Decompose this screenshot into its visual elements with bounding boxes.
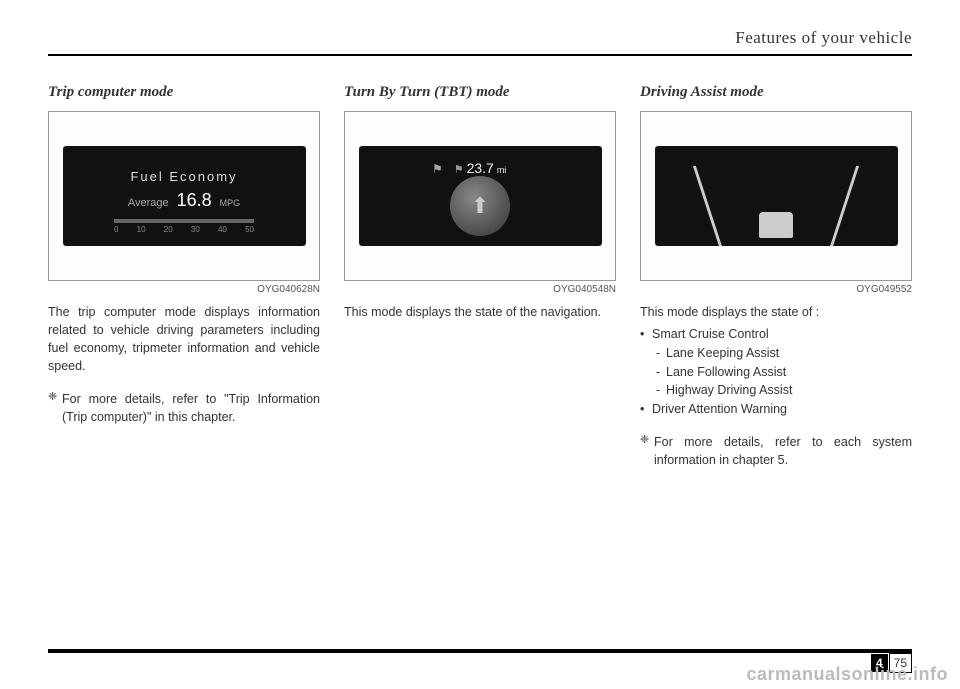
distance-unit: mi	[497, 165, 507, 175]
fuel-average-row: Average 16.8 MPG	[128, 190, 240, 211]
note-text: For more details, refer to "Trip Informa…	[48, 390, 320, 426]
display-screen: ⚑ ⚑ 23.7 mi ⬆	[359, 146, 602, 247]
image-code: OYG049552	[640, 284, 912, 295]
flag-icon-small: ⚑	[454, 163, 464, 176]
lane-road	[667, 146, 886, 247]
footer-rule	[48, 649, 912, 653]
body-intro: This mode displays the state of :	[640, 303, 912, 321]
section-title: Trip computer mode	[48, 84, 320, 101]
direction-circle: ⬆	[450, 176, 510, 236]
fuel-scale: 0 10 20 30 40 50	[114, 219, 254, 223]
body-text: The trip computer mode displays informat…	[48, 303, 320, 376]
columns: Trip computer mode Fuel Economy Average …	[48, 84, 912, 469]
fuel-avg-label: Average	[128, 197, 169, 209]
note-text: For more details, refer to each system i…	[640, 433, 912, 469]
sub-list: Lane Keeping Assist Lane Following Assis…	[652, 344, 912, 400]
watermark: carmanualsonline.info	[746, 664, 948, 685]
list-label: Smart Cruise Control	[652, 327, 769, 341]
page-content: Features of your vehicle Trip computer m…	[0, 0, 960, 469]
section-title: Driving Assist mode	[640, 84, 912, 101]
image-code: OYG040548N	[344, 284, 616, 295]
sub-item: Lane Keeping Assist	[656, 344, 912, 363]
column-driving-assist: Driving Assist mode OYG049552 This mode …	[640, 84, 912, 469]
display-screen: Fuel Economy Average 16.8 MPG 0 10 20 30…	[63, 146, 306, 247]
arrow-up-icon: ⬆	[471, 193, 489, 219]
image-code: OYG040628N	[48, 284, 320, 295]
flag-icon: ⚑	[432, 162, 443, 176]
scale-tick: 50	[245, 225, 254, 229]
column-trip-computer: Trip computer mode Fuel Economy Average …	[48, 84, 320, 469]
list-label: Driver Attention Warning	[652, 402, 787, 416]
lane-line-right	[830, 166, 859, 247]
fuel-title: Fuel Economy	[130, 169, 237, 184]
fuel-avg-unit: MPG	[220, 198, 241, 208]
section-title: Turn By Turn (TBT) mode	[344, 84, 616, 101]
display-screen	[655, 146, 898, 247]
tbt-distance: ⚑ 23.7 mi	[454, 160, 507, 176]
display-tbt: ⚑ ⚑ 23.7 mi ⬆	[344, 111, 616, 281]
header-title: Features of your vehicle	[735, 28, 912, 48]
display-driving-assist	[640, 111, 912, 281]
list-item: Smart Cruise Control Lane Keeping Assist…	[640, 325, 912, 400]
display-fuel-economy: Fuel Economy Average 16.8 MPG 0 10 20 30…	[48, 111, 320, 281]
sub-item: Lane Following Assist	[656, 363, 912, 382]
fuel-avg-value: 16.8	[177, 190, 212, 211]
column-tbt: Turn By Turn (TBT) mode ⚑ ⚑ 23.7 mi ⬆ OY…	[344, 84, 616, 469]
sub-item: Highway Driving Assist	[656, 381, 912, 400]
scale-tick: 0	[114, 225, 118, 229]
list-item: Driver Attention Warning	[640, 400, 912, 419]
scale-tick: 30	[191, 225, 200, 229]
header-rule: Features of your vehicle	[48, 28, 912, 56]
lane-line-left	[693, 166, 722, 247]
scale-tick: 10	[137, 225, 146, 229]
car-icon	[759, 212, 793, 238]
feature-list: Smart Cruise Control Lane Keeping Assist…	[640, 325, 912, 419]
body-text: This mode displays the state of the navi…	[344, 303, 616, 321]
scale-tick: 20	[164, 225, 173, 229]
distance-value: 23.7	[467, 160, 494, 176]
scale-tick: 40	[218, 225, 227, 229]
